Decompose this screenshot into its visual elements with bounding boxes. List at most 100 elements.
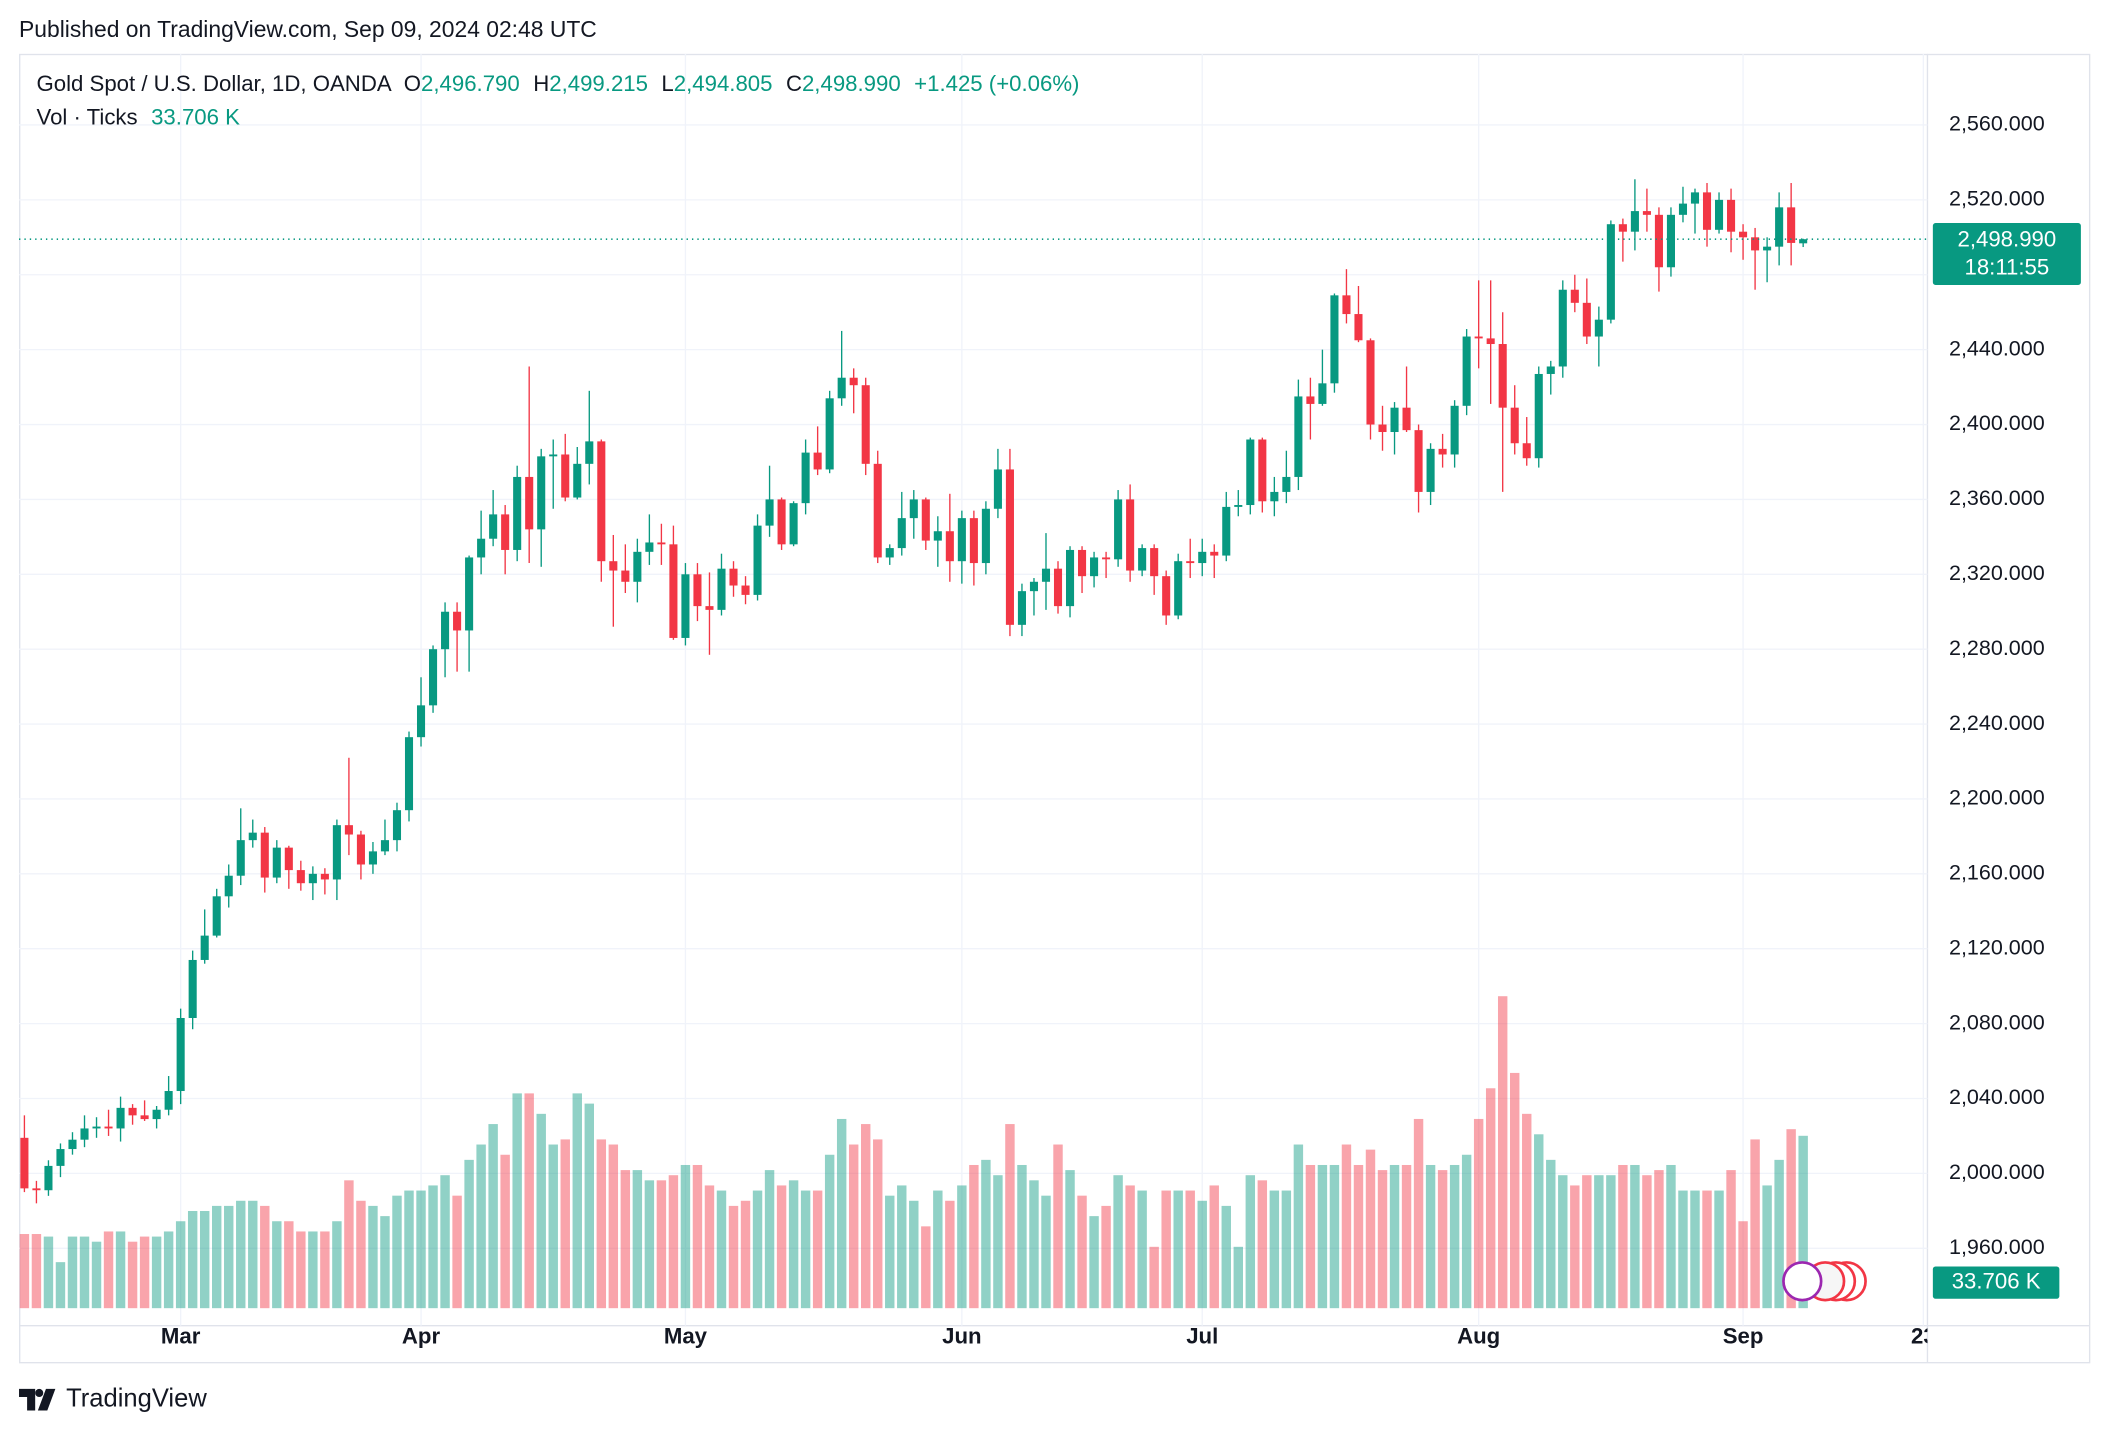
countdown-label: 18:11:55 [1965, 255, 2050, 280]
candle-body [573, 463, 582, 498]
candle-body [152, 1109, 161, 1120]
volume-bar [1473, 1118, 1484, 1309]
volume-bar [524, 1093, 534, 1309]
volume-bar [1702, 1190, 1712, 1309]
x-tick-label: May [664, 1324, 708, 1349]
volume-bar [1425, 1164, 1436, 1309]
candle-body [1198, 551, 1207, 564]
volume-bar [1149, 1246, 1159, 1309]
volume-bar [752, 1190, 763, 1309]
candle-body [957, 518, 966, 562]
volume-bar [1293, 1144, 1304, 1309]
volume-bar [620, 1170, 631, 1309]
candle-body [1342, 295, 1351, 315]
volume-bar [728, 1205, 739, 1309]
candle-body [1017, 591, 1026, 625]
candle-body [1102, 557, 1111, 560]
volume-value: 33.706 K [151, 104, 240, 129]
volume-bar [933, 1190, 943, 1309]
candle-body [969, 518, 978, 564]
volume-bar [1329, 1164, 1340, 1309]
y-tick-label: 1,960.000 [1949, 1235, 2045, 1259]
volume-bar [704, 1185, 715, 1309]
volume-bar [993, 1175, 1003, 1309]
candle-body [1510, 407, 1519, 444]
candle-body [513, 476, 522, 550]
candle-body [897, 518, 906, 549]
y-tick-label: 2,000.000 [1949, 1160, 2045, 1184]
candle-body [525, 476, 534, 530]
indicator-icons [1782, 1261, 1867, 1302]
candle-body [1727, 199, 1736, 232]
volume-bar [680, 1164, 691, 1309]
candle-body [813, 452, 822, 470]
volume-bar [1594, 1175, 1604, 1309]
candle-body [1366, 340, 1375, 425]
symbol: Gold Spot / U.S. Dollar, 1D, OANDA [37, 71, 392, 96]
y-tick-label: 2,440.000 [1949, 336, 2045, 360]
candle-body [104, 1126, 113, 1129]
volume-bar [260, 1205, 270, 1309]
y-tick-label: 2,200.000 [1949, 786, 2045, 810]
volume-bar [1666, 1164, 1676, 1309]
volume-bar [921, 1226, 931, 1309]
volume-bar [824, 1154, 835, 1309]
volume-bar [199, 1211, 210, 1309]
candle-body [1005, 469, 1014, 625]
candle-body [1354, 314, 1363, 341]
volume-bar [1678, 1190, 1688, 1309]
volume-bar [91, 1241, 102, 1309]
y-tick-label: 2,120.000 [1949, 935, 2045, 959]
volume-bar [488, 1124, 498, 1309]
y-tick-label: 2,320.000 [1949, 561, 2045, 585]
volume-bar [1582, 1175, 1592, 1309]
volume-bar [1161, 1190, 1171, 1309]
candle-body [320, 873, 329, 880]
x-tick-label: Sep [1723, 1324, 1764, 1349]
x-tick-label: Aug [1457, 1324, 1500, 1349]
candle-body [1210, 551, 1219, 556]
candle-body [1702, 192, 1712, 230]
volume-bar [1065, 1170, 1075, 1309]
volume-bar [1534, 1134, 1544, 1309]
volume-bar [139, 1236, 150, 1309]
volume-bar [1558, 1175, 1568, 1309]
candle-body [825, 398, 834, 470]
volume-bar [848, 1144, 859, 1309]
volume-bar [1197, 1200, 1207, 1309]
candle-body [1318, 383, 1327, 404]
volume-bar [127, 1241, 138, 1309]
candle-body [537, 456, 546, 530]
volume-bar [740, 1200, 751, 1309]
candle-body [849, 377, 858, 386]
candle-body [993, 469, 1002, 509]
volume-bar [1137, 1190, 1147, 1309]
candle-body [777, 499, 786, 545]
volume-bar [1125, 1185, 1135, 1309]
candle-body [332, 825, 341, 880]
candle-body [441, 611, 450, 650]
volume-bar [957, 1185, 967, 1309]
candle-body [1414, 430, 1423, 492]
candle-body [1751, 237, 1760, 251]
legend-value: 2,499.215 [549, 71, 648, 96]
candle-body [873, 463, 882, 558]
volume-bar [873, 1139, 883, 1309]
volume-bar [1437, 1170, 1448, 1309]
candle-body [356, 834, 365, 865]
candle-body [1799, 239, 1808, 244]
candle-body [1618, 224, 1627, 232]
candle-body [1546, 366, 1555, 374]
candle-body [1114, 499, 1123, 560]
volume-bar [464, 1159, 474, 1309]
candle-body [344, 825, 353, 835]
candle-body [1306, 396, 1315, 404]
candle-body [789, 503, 798, 545]
y-tick-label: 2,520.000 [1949, 187, 2045, 211]
candle-body [609, 561, 618, 571]
candle-body [801, 452, 810, 504]
candle-body [1450, 405, 1459, 455]
volume-bar [608, 1144, 619, 1309]
volume-bar [428, 1185, 438, 1309]
